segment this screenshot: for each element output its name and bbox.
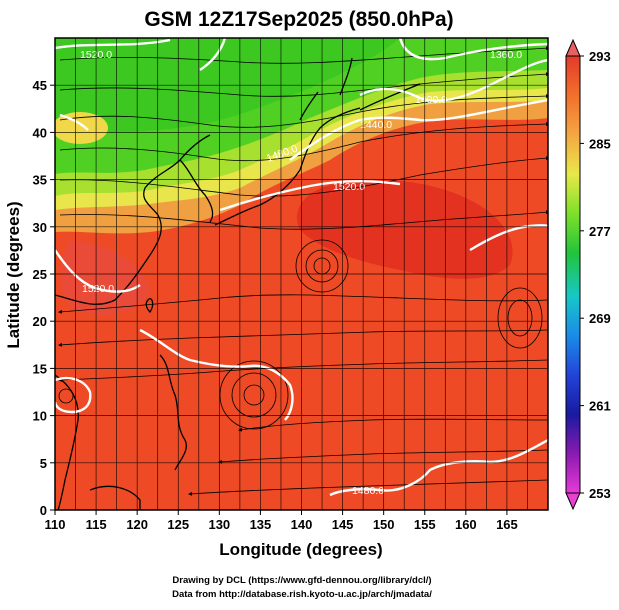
contour-label: 1520.0 (82, 283, 114, 295)
x-tick-label: 160 (455, 517, 477, 532)
x-tick-label: 125 (167, 517, 189, 532)
colorbar-tick-label: 293 (589, 49, 611, 64)
x-tick-label: 110 (45, 517, 66, 532)
y-axis: 0 5 10 15 20 25 30 35 40 45 (33, 78, 55, 518)
y-tick-label: 25 (33, 267, 47, 282)
figure-title: GSM 12Z17Sep2025 (850.0hPa) (144, 8, 453, 31)
y-tick-label: 40 (33, 125, 47, 140)
x-tick-label: 140 (291, 517, 313, 532)
y-tick-label: 0 (40, 503, 47, 518)
colorbar-bottom-arrow (565, 492, 581, 511)
y-tick-label: 30 (33, 220, 47, 235)
y-tick-label: 5 (40, 456, 47, 471)
x-tick-label: 165 (496, 517, 518, 532)
x-tick-label: 135 (250, 517, 272, 532)
y-tick-label: 45 (33, 78, 47, 93)
x-tick-label: 115 (86, 517, 107, 532)
x-tick-label: 145 (332, 517, 354, 532)
x-tick-label: 150 (373, 517, 395, 532)
contour-label: 1440.0 (360, 119, 392, 131)
x-tick-label: 130 (208, 517, 230, 532)
colorbar-top-arrow (565, 38, 581, 57)
y-axis-label: Latitude (degrees) (4, 201, 23, 348)
x-axis: 110 115 120 125 130 135 140 145 150 155 160 165 (45, 510, 518, 532)
colorbar-tick-label: 269 (589, 311, 611, 326)
colorbar: 293 285 277 269 261 253 (565, 38, 611, 511)
colorbar-tick-label: 253 (589, 486, 611, 501)
x-tick-label: 155 (414, 517, 436, 532)
contour-label: 1480.0 (352, 485, 384, 497)
y-tick-label: 15 (33, 361, 47, 376)
credit-line-2: Data from http://database.rish.kyoto-u.a… (172, 589, 432, 600)
y-tick-label: 35 (33, 173, 47, 188)
colorbar-tick-label: 285 (589, 136, 611, 151)
colorbar-tick-label: 261 (589, 399, 611, 414)
x-tick-label: 120 (126, 517, 148, 532)
contour-label: 1520.0 (333, 181, 365, 193)
colorbar-tick-label: 277 (589, 224, 611, 239)
y-tick-label: 20 (33, 314, 47, 329)
x-axis-label: Longitude (degrees) (219, 540, 382, 559)
contour-label: 1360.0 (490, 49, 522, 61)
contour-label: 1400.0 (415, 94, 447, 106)
y-tick-label: 10 (33, 409, 47, 424)
credit-line-1: Drawing by DCL (https://www.gfd-dennou.o… (172, 575, 431, 586)
